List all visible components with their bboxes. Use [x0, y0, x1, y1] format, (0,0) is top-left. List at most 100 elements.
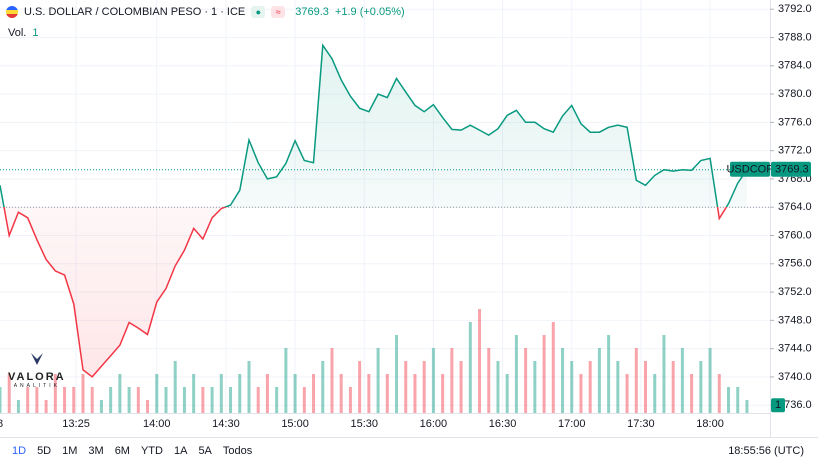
- volume-bar: [736, 387, 740, 413]
- watermark-name: VALORA: [8, 371, 66, 383]
- volume-bar: [579, 374, 583, 413]
- volume-bar: [671, 361, 675, 413]
- watermark-tagline: ANALITIK: [13, 383, 60, 389]
- y-tick-label: 3792.0: [778, 3, 812, 15]
- volume-bar: [441, 374, 445, 413]
- volume-bar: [542, 335, 546, 413]
- volume-bar: [616, 361, 620, 413]
- range-button[interactable]: 5D: [37, 445, 52, 457]
- volume-bar: [265, 374, 269, 413]
- x-tick-label: 18:00: [696, 418, 724, 430]
- volume-bar: [413, 374, 417, 413]
- volume-label: Vol.: [8, 27, 27, 39]
- price-change: +1.9 (+0.05%): [334, 6, 405, 18]
- bottom-toolbar: 1D 5D 1M 3M 6M YTD 1A 5A Todos 18:55:56 (UTC): [0, 437, 818, 464]
- volume-bar: [561, 348, 565, 413]
- range-button[interactable]: 3M: [88, 445, 104, 457]
- volume-badge: [771, 398, 785, 413]
- y-tick-label: 3756.0: [778, 258, 812, 270]
- volume-bar: [302, 387, 306, 413]
- volume-bar: [404, 361, 408, 413]
- volume-bar: [127, 387, 131, 413]
- volume-bar: [625, 374, 629, 413]
- volume-bar: [229, 387, 233, 413]
- volume-bar: [247, 361, 251, 413]
- volume-bar: [90, 387, 94, 413]
- y-tick-label: 3776.0: [778, 116, 812, 128]
- y-tick-label: 3760.0: [778, 229, 812, 241]
- compare-icon[interactable]: ≈: [271, 6, 286, 18]
- clock: 18:55:56 (UTC): [728, 445, 804, 457]
- volume-badge-label: 1: [775, 399, 781, 411]
- volume-bar: [459, 361, 463, 413]
- volume-bar: [607, 335, 611, 413]
- y-tick-label: 3788.0: [778, 31, 812, 43]
- last-price-badge: [771, 161, 811, 177]
- range-button[interactable]: 1A: [173, 445, 188, 457]
- volume-bar: [487, 348, 491, 413]
- symbol-badge: [730, 161, 770, 177]
- volume-bar: [330, 348, 334, 413]
- volume-bar: [312, 374, 316, 413]
- baseline-area: [0, 45, 747, 377]
- range-button[interactable]: YTD: [140, 445, 163, 457]
- volume-bar: [219, 374, 223, 413]
- range-button[interactable]: 5A: [198, 445, 212, 457]
- volume-bar: [690, 374, 694, 413]
- y-tick-label: 3740.0: [778, 371, 812, 383]
- volume-bar: [136, 387, 140, 413]
- symbol-icon: [6, 6, 18, 18]
- volume-bar: [533, 361, 537, 413]
- market-open-icon[interactable]: ●: [251, 6, 266, 18]
- range-button[interactable]: 6M: [114, 445, 130, 457]
- volume-bar: [339, 374, 343, 413]
- volume-bar: [644, 361, 648, 413]
- volume-bar: [201, 387, 205, 413]
- y-tick-label: 3764.0: [778, 201, 812, 213]
- y-tick-label: 3736.0: [778, 399, 812, 411]
- volume-bar: [44, 400, 48, 413]
- volume-bar: [81, 374, 85, 413]
- volume-bar: [275, 387, 279, 413]
- y-tick-label: 3784.0: [778, 60, 812, 72]
- volume-bar: [431, 348, 435, 413]
- volume-bar: [708, 348, 712, 413]
- volume-bar: [699, 361, 703, 413]
- volume-bar: [662, 335, 666, 413]
- symbol-label: USDCOP: [726, 164, 773, 176]
- y-tick-label: 3744.0: [778, 343, 812, 355]
- volume-bar: [395, 335, 399, 413]
- last-price: 3769.3: [295, 6, 329, 18]
- volume-bar: [468, 322, 472, 413]
- volume-bar: [348, 387, 352, 413]
- volume-bar: [192, 374, 196, 413]
- volume-bar: [358, 361, 362, 413]
- volume-bar: [7, 374, 11, 413]
- volume-bar: [109, 387, 113, 413]
- range-buttons: 1D 5D 1M 3M 6M YTD 1A 5A Todos: [12, 445, 252, 457]
- range-button[interactable]: 1D: [12, 445, 27, 457]
- range-button[interactable]: Todos: [222, 445, 253, 457]
- volume-bar: [653, 374, 657, 413]
- volume-bar: [293, 374, 297, 413]
- range-button[interactable]: 1M: [62, 445, 78, 457]
- volume-bar: [72, 387, 76, 413]
- y-tick-label: 3748.0: [778, 314, 812, 326]
- x-tick-label: 15:00: [281, 418, 309, 430]
- volume-bar: [238, 374, 242, 413]
- volume-bar: [16, 400, 20, 413]
- volume-bar: [478, 309, 482, 413]
- volume-bar: [63, 387, 67, 413]
- watermark: VALORA ANALITIK: [8, 352, 66, 389]
- volume-bar: [727, 387, 731, 413]
- volume-bar: [173, 361, 177, 413]
- volume-bar: [155, 374, 159, 413]
- x-tick-label: 14:00: [143, 418, 171, 430]
- volume-value: 1: [32, 27, 39, 39]
- x-tick-label: 14:30: [212, 418, 240, 430]
- y-tick-label: 3780.0: [778, 88, 812, 100]
- volume-bar: [634, 348, 638, 413]
- x-tick-label: 17:30: [627, 418, 655, 430]
- volume-bar: [376, 348, 380, 413]
